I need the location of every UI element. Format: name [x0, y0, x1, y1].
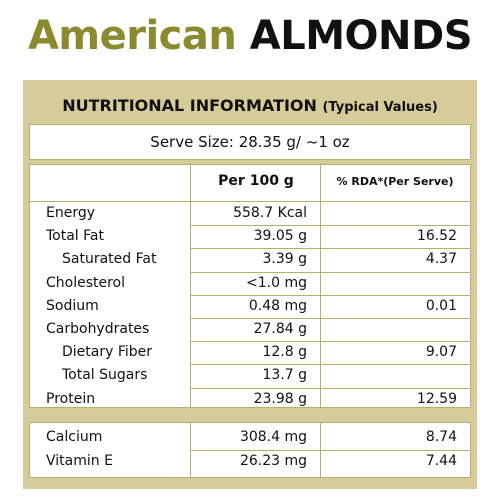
row-rda: 8.74	[425, 429, 457, 445]
brand-name: American	[27, 13, 237, 59]
row-label: Total Fat	[46, 228, 104, 245]
row-divider	[190, 341, 470, 343]
row-value: 558.7 Kcal	[233, 205, 307, 221]
column-divider	[190, 165, 191, 407]
row-rda: 0.01	[425, 297, 457, 314]
nutrition-table: Per 100 g % RDA*(Per Serve) Energy 558.7 …	[29, 164, 471, 408]
row-value: 23.98 g	[253, 390, 307, 407]
row-rda: 9.07	[425, 344, 457, 361]
row-value: <1.0 mg	[246, 274, 307, 291]
column-header-rda: % RDA*(Per Serve)	[336, 175, 454, 188]
row-label: Total Sugars	[62, 367, 148, 384]
row-value: 0.48 mg	[248, 297, 307, 314]
row-value: 13.7 g	[262, 367, 307, 384]
row-divider	[190, 450, 470, 451]
nutrition-title-sub: (Typical Values)	[322, 100, 438, 115]
row-divider	[190, 248, 470, 250]
row-rda: 7.44	[425, 453, 457, 469]
row-label: Energy	[46, 205, 96, 221]
header-divider	[30, 201, 470, 202]
row-value: 308.4 mg	[239, 429, 307, 445]
row-divider	[190, 364, 470, 366]
row-label: Cholesterol	[46, 274, 126, 291]
row-value: 27.84 g	[253, 321, 307, 337]
column-divider	[320, 165, 321, 407]
row-value: 3.39 g	[262, 251, 307, 268]
row-label: Protein	[46, 390, 96, 407]
row-rda: 4.37	[425, 251, 457, 268]
row-value: 39.05 g	[253, 228, 307, 245]
row-rda: 12.59	[416, 390, 457, 407]
row-label: Saturated Fat	[62, 251, 157, 268]
serve-size: Serve Size: 28.35 g/ ~1 oz	[29, 124, 471, 160]
row-label: Sodium	[46, 297, 99, 314]
row-divider	[190, 225, 470, 227]
row-divider	[190, 387, 470, 389]
row-divider	[190, 318, 470, 319]
product-name: ALMONDS	[249, 13, 473, 59]
row-value: 12.8 g	[262, 344, 307, 361]
page-title: American ALMONDS	[0, 10, 500, 62]
minerals-table: Calcium 308.4 mg 8.74 Vitamin E 26.23 mg 7.44	[29, 422, 471, 478]
row-label: Dietary Fiber	[62, 344, 153, 361]
row-rda: 16.52	[416, 228, 457, 245]
row-label: Vitamin E	[46, 453, 113, 469]
row-divider	[190, 271, 470, 273]
row-label: Carbohydrates	[46, 321, 150, 337]
row-label: Calcium	[46, 429, 103, 445]
nutrition-title: NUTRITIONAL INFORMATION (Typical Values)	[23, 90, 477, 122]
nutrition-title-main: NUTRITIONAL INFORMATION	[62, 96, 317, 115]
row-value: 26.23 mg	[239, 453, 307, 469]
column-header-per100: Per 100 g	[218, 173, 294, 189]
row-divider	[190, 294, 470, 296]
